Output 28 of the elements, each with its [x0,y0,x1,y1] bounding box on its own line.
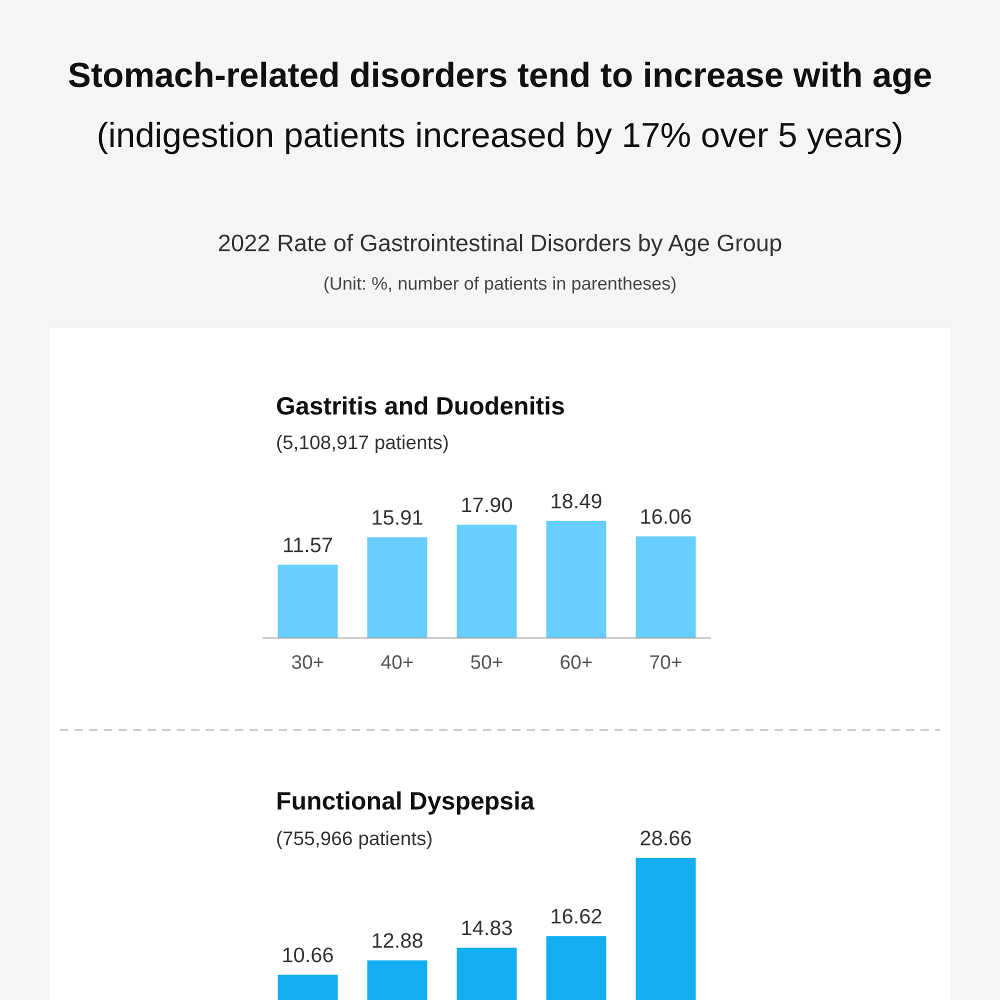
bar [546,520,606,638]
x-tick-label: 50+ [471,655,502,669]
x-tick-label: 40+ [381,655,413,669]
data-label: 10.66 [283,948,333,962]
chart-title: Functional Dyspepsia [278,791,535,815]
text: 2022 Rate of Gastrointestinal Disorders by Age Group [219,234,782,256]
chart-subtitle: (755,966 patients) [277,830,432,850]
chart-title: Gastritis and Duodenitis [277,396,564,415]
text: (Unit: %, number of patients in parentheses) [324,276,676,294]
data-label: 14.83 [462,920,512,936]
x-tick-label: 30+ [292,655,324,669]
bar [278,564,338,638]
chart-subtitle: (5,108,917 patients) [277,434,448,454]
data-label: 18.49 [552,494,602,509]
bar [456,524,517,638]
data-label: 16.06 [641,509,691,524]
data-label: 28.66 [640,830,691,846]
data-label: 16.62 [552,908,602,924]
text: (indigestion patients increased by 17% over 5 years) [98,122,902,154]
text: Stomach-related disorders tend to increase with age [68,62,932,94]
data-label: 12.88 [372,933,422,948]
x-tick-label: 70+ [650,655,682,669]
bar [367,537,428,638]
bar [636,536,696,638]
x-tick-label: 60+ [560,655,592,669]
data-label: 11.57 [284,538,332,552]
data-label: 17.90 [462,497,512,512]
data-label: 15.91 [372,510,422,525]
